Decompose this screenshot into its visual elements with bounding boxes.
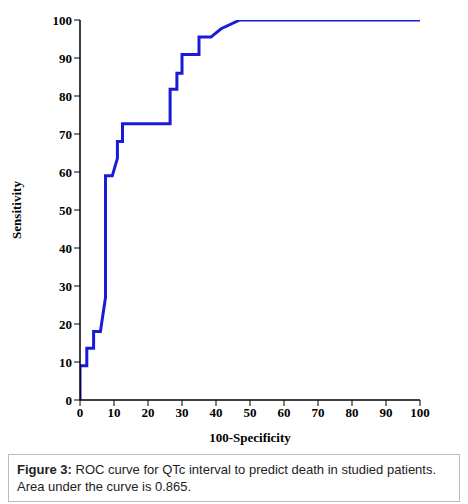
svg-text:50: 50 [244,405,257,420]
svg-text:40: 40 [210,405,223,420]
svg-text:90: 90 [380,405,393,420]
svg-text:80: 80 [346,405,359,420]
svg-text:0: 0 [77,405,84,420]
svg-text:90: 90 [59,51,72,66]
svg-text:60: 60 [59,165,72,180]
svg-text:100-Specificity: 100-Specificity [209,430,291,445]
svg-text:30: 30 [176,405,189,420]
html-text:Figure 3: ROC curve for QTc in: Figure 3: ROC curve for QTc interval to … [17,462,437,494]
svg-text:100: 100 [53,13,73,28]
svg-text:10: 10 [59,355,72,370]
svg-text:50: 50 [59,203,72,218]
svg-text:20: 20 [142,405,155,420]
svg-text:70: 70 [59,127,72,142]
svg-text:20: 20 [59,317,72,332]
svg-text:80: 80 [59,89,72,104]
svg-text:100: 100 [410,405,430,420]
svg-text:10: 10 [108,405,121,420]
svg-text:Sensitivity: Sensitivity [9,181,24,239]
svg-text:60: 60 [278,405,291,420]
svg-text:70: 70 [312,405,325,420]
svg-text:40: 40 [59,241,72,256]
svg-text:0: 0 [66,393,73,408]
svg-text:30: 30 [59,279,72,294]
